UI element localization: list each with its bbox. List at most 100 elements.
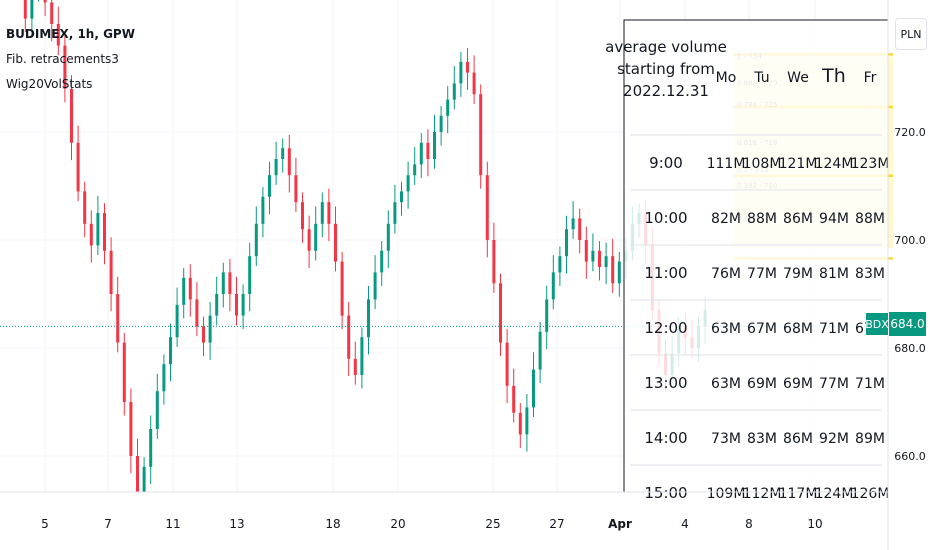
- candle: [162, 354, 166, 405]
- candle: [287, 134, 291, 193]
- candle: [347, 302, 351, 377]
- symbol-legend[interactable]: BUDIMEX, 1h, GPW: [6, 27, 135, 41]
- candle: [433, 114, 436, 169]
- candle: [129, 388, 133, 474]
- table-header-label: average volume starting from 2022.12.31: [605, 38, 727, 100]
- table-day-header: Fr: [864, 70, 877, 86]
- candle: [103, 203, 106, 265]
- table-volume-cell: 83M: [747, 431, 777, 447]
- candle: [558, 246, 562, 286]
- table-time-cell: 9:00: [649, 154, 683, 172]
- x-tick-label: 27: [549, 517, 564, 531]
- candle: [393, 184, 397, 234]
- table-volume-cell: 121M: [779, 156, 818, 172]
- candle: [248, 242, 252, 312]
- x-tick-label: 10: [807, 517, 822, 531]
- candle: [459, 52, 463, 97]
- table-volume-cell: 94M: [819, 211, 849, 227]
- table-volume-cell: 69M: [783, 376, 813, 392]
- candle: [89, 210, 93, 263]
- currency-button[interactable]: PLN: [895, 18, 927, 50]
- candle: [136, 438, 139, 492]
- candle: [505, 329, 509, 404]
- candle: [96, 195, 100, 256]
- table-time-cell: 13:00: [644, 374, 687, 392]
- candle: [109, 237, 113, 312]
- candle: [439, 106, 443, 146]
- table-volume-cell: 69M: [747, 376, 777, 392]
- candle: [386, 210, 390, 269]
- table-volume-cell: 86M: [783, 211, 813, 227]
- candle: [598, 241, 601, 281]
- x-tick-label: 4: [681, 517, 689, 531]
- table-volume-cell: 71M: [855, 376, 885, 392]
- candle: [175, 287, 179, 347]
- x-tick-label: 7: [104, 517, 112, 531]
- candle: [466, 48, 469, 90]
- indicator-fib-legend[interactable]: Fib. retracements3: [6, 52, 119, 66]
- candle: [492, 222, 496, 293]
- candle: [373, 255, 377, 310]
- candle: [50, 0, 54, 42]
- table-volume-cell: 86M: [783, 431, 813, 447]
- candle: [30, 0, 34, 36]
- candle: [584, 226, 588, 279]
- candle: [360, 327, 364, 389]
- table-volume-cell: 77M: [747, 266, 777, 282]
- candle: [169, 323, 172, 382]
- candle: [43, 0, 47, 16]
- table-volume-cell: 81M: [819, 266, 849, 282]
- table-time-cell: 14:00: [644, 429, 687, 447]
- candle: [545, 285, 549, 350]
- time-axis[interactable]: 5 7 11 13 18 20 25 27 Apr 4 8 10: [0, 491, 888, 531]
- price-axis[interactable]: 720.0 700.0 680.0 660.0: [887, 0, 926, 550]
- table-volume-cell: 126M: [851, 486, 890, 502]
- y-tick-label: 660.0: [894, 450, 926, 463]
- y-tick-label: 720.0: [894, 126, 926, 139]
- candle: [155, 373, 159, 439]
- candle: [591, 233, 595, 272]
- table-volume-cell: 117M: [779, 486, 818, 502]
- candle: [518, 403, 522, 448]
- candle: [149, 415, 153, 485]
- table-volume-cell: 92M: [819, 431, 849, 447]
- candle: [578, 208, 582, 254]
- candle: [254, 206, 258, 266]
- candle: [70, 75, 73, 161]
- candle: [380, 241, 384, 286]
- indicator-volstats-legend[interactable]: Wig20VolStats: [6, 77, 93, 91]
- table-day-header: Mo: [716, 70, 737, 86]
- candle: [221, 262, 225, 308]
- candle: [406, 161, 410, 209]
- x-tick-label: 5: [41, 517, 49, 531]
- x-tick-label: 20: [390, 517, 405, 531]
- table-volume-cell: 63M: [711, 376, 741, 392]
- x-tick-label: 18: [325, 517, 340, 531]
- table-volume-cell: 111M: [707, 156, 746, 172]
- candle: [532, 352, 535, 418]
- candle: [182, 268, 186, 319]
- candle: [307, 215, 311, 269]
- table-volume-cell: 68M: [783, 321, 813, 337]
- candle: [38, 0, 39, 2]
- table-volume-cell: 77M: [819, 376, 849, 392]
- candle: [611, 238, 615, 293]
- table-day-header: We: [787, 70, 809, 86]
- symbol-tag: BDX: [865, 313, 889, 335]
- y-tick-label: 700.0: [894, 234, 926, 247]
- candle: [188, 264, 192, 317]
- table-volume-cell: 79M: [783, 266, 813, 282]
- candle: [23, 0, 27, 33]
- table-volume-cell: 63M: [711, 321, 741, 337]
- table-volume-cell: 76M: [711, 266, 741, 282]
- table-volume-cell: 82M: [711, 211, 741, 227]
- candle: [452, 66, 456, 110]
- candle: [63, 35, 67, 103]
- candle: [208, 302, 212, 360]
- candle: [142, 457, 146, 492]
- table-volume-cell: 109M: [707, 486, 746, 502]
- candle: [419, 133, 423, 178]
- candle: [525, 393, 529, 452]
